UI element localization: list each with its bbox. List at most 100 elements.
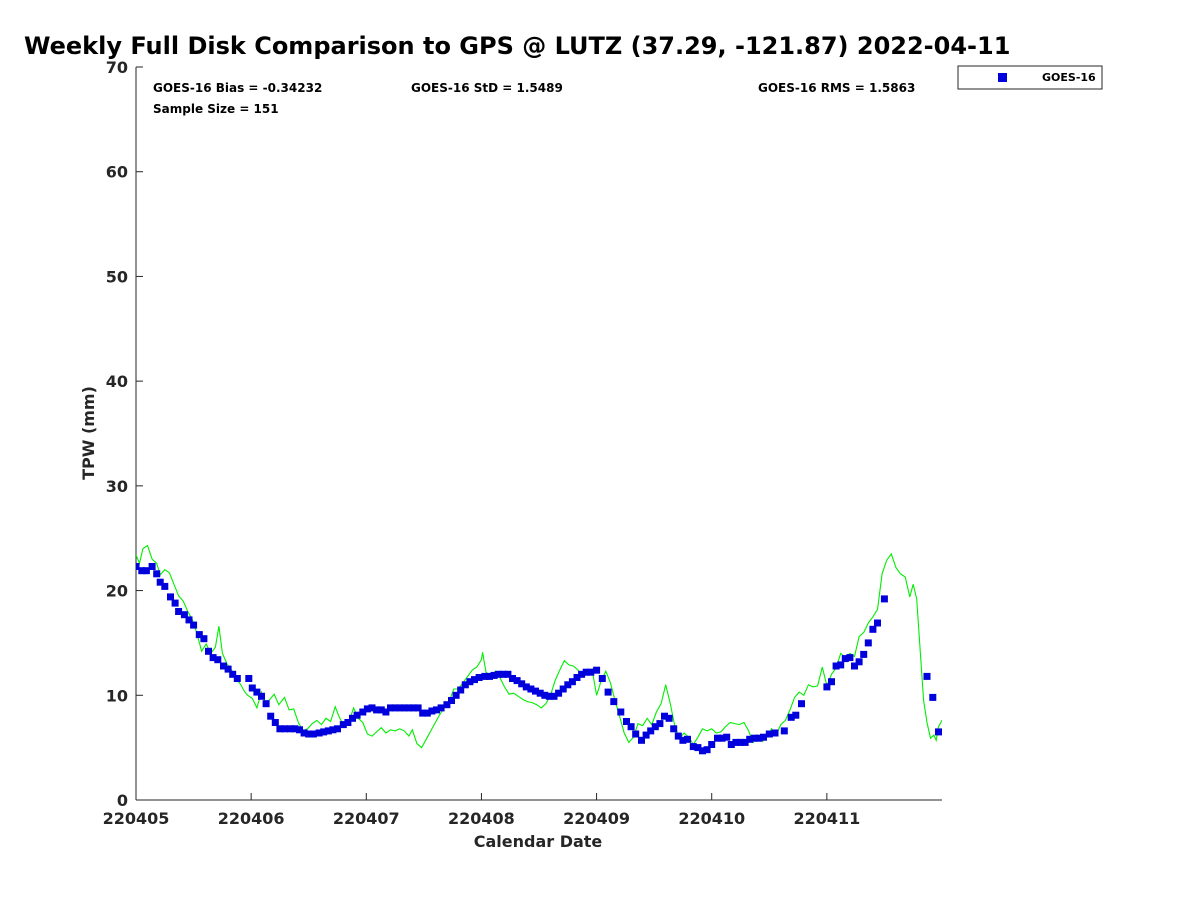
- goes16-point: [448, 697, 455, 704]
- y-tick-label: 10: [106, 686, 128, 705]
- goes16-point: [253, 688, 261, 696]
- goes16-point: [359, 708, 367, 716]
- goes16-point: [699, 747, 706, 755]
- goes16-point: [559, 685, 567, 693]
- goes16-point: [344, 719, 352, 726]
- legend-box: [957, 65, 1103, 90]
- y-tick-label: 0: [117, 791, 128, 810]
- goes16-point: [142, 567, 150, 575]
- goes16-point: [281, 725, 288, 733]
- x-tick-label: 220411: [793, 809, 860, 828]
- goes16-point: [780, 727, 788, 735]
- goes16-point: [349, 714, 356, 722]
- goes16-point: [209, 654, 217, 662]
- goes16-point: [320, 728, 328, 736]
- goes16-point: [490, 671, 498, 679]
- chart-title: Weekly Full Disk Comparison to GPS @ LUT…: [24, 32, 1010, 60]
- y-ticks: 0 10 20 30 40 50 60 70: [106, 58, 143, 810]
- goes16-point: [391, 704, 399, 712]
- goes16-point: [550, 692, 558, 700]
- goes16-point: [171, 599, 179, 607]
- goes16-point: [737, 738, 744, 746]
- goes16-point: [205, 647, 212, 655]
- goes16-point: [732, 738, 740, 746]
- goes16-point: [200, 635, 208, 643]
- legend-label: GOES-16: [1042, 71, 1096, 84]
- goes16-point: [679, 736, 687, 744]
- goes16-point: [148, 563, 156, 570]
- y-tick-label: 40: [106, 372, 128, 391]
- goes16-point: [564, 681, 572, 689]
- goes16-point: [610, 698, 618, 706]
- gps-line: [136, 544, 942, 749]
- goes16-point: [410, 704, 417, 712]
- legend-marker: [998, 73, 1007, 82]
- goes16-point: [433, 706, 440, 714]
- goes16-point: [443, 701, 451, 709]
- goes16-point: [161, 582, 169, 590]
- goes16-point: [233, 675, 241, 682]
- goes16-point: [423, 709, 431, 717]
- goes16-point: [860, 650, 868, 658]
- goes16-point: [504, 670, 512, 678]
- goes16-point: [248, 684, 256, 692]
- goes16-point: [466, 678, 474, 686]
- goes16-point: [315, 729, 323, 737]
- goes16-point: [363, 705, 371, 713]
- goes16-point: [656, 720, 664, 728]
- goes16-point: [632, 730, 640, 738]
- goes16-point: [368, 704, 376, 712]
- goes16-point: [518, 680, 526, 688]
- goes16-point: [499, 670, 507, 678]
- goes16-point: [741, 738, 749, 746]
- rms-stat: GOES-16 RMS = 1.5863: [758, 81, 915, 95]
- goes16-point: [642, 731, 650, 739]
- x-ticks: 220405 220406 220407 220408 220409 220410 2204…: [103, 793, 860, 828]
- y-tick-label: 30: [106, 477, 128, 496]
- goes16-point: [578, 670, 586, 678]
- goes16-point: [555, 689, 563, 697]
- goes16-point: [195, 631, 203, 639]
- goes16-point: [387, 704, 394, 712]
- goes16-point: [414, 704, 422, 712]
- goes16-point: [723, 733, 731, 741]
- goes16-point: [541, 691, 549, 699]
- goes16-point: [245, 675, 253, 682]
- goes16-point: [373, 706, 381, 714]
- bias-stat: GOES-16 Bias = -0.34232: [153, 81, 322, 95]
- goes16-point: [300, 729, 308, 737]
- goes16-point: [864, 639, 872, 647]
- goes16-point: [755, 734, 763, 742]
- goes16-point: [765, 730, 773, 738]
- goes16-point: [229, 670, 237, 678]
- goes16-point: [400, 704, 408, 712]
- goes16-point: [156, 578, 164, 586]
- goes16-point: [703, 746, 711, 754]
- goes16-point: [661, 712, 668, 720]
- goes16-point: [746, 735, 754, 743]
- goes16-point: [396, 704, 404, 712]
- goes16-point: [665, 714, 673, 722]
- goes16-point: [689, 743, 697, 751]
- goes16-point: [708, 741, 716, 748]
- goes16-point: [718, 734, 726, 742]
- sample-size-stat: Sample Size = 151: [153, 102, 279, 116]
- goes16-point: [923, 672, 931, 680]
- goes16-point: [324, 727, 332, 735]
- goes16-point: [880, 595, 888, 603]
- goes16-point: [598, 675, 606, 682]
- goes16-point: [220, 662, 227, 670]
- goes16-point: [419, 709, 427, 717]
- goes16-point: [180, 611, 188, 619]
- std-stat: GOES-16 StD = 1.5489: [411, 81, 563, 95]
- goes16-point: [855, 658, 863, 666]
- goes16-point: [617, 708, 625, 716]
- goes16-point: [638, 736, 645, 744]
- goes16-point: [582, 668, 590, 676]
- x-axis-label: Calendar Date: [474, 832, 603, 851]
- goes16-point: [760, 733, 767, 741]
- goes16-point: [522, 683, 530, 691]
- legend: GOES-16: [957, 65, 1103, 90]
- x-tick-label: 220406: [218, 809, 285, 828]
